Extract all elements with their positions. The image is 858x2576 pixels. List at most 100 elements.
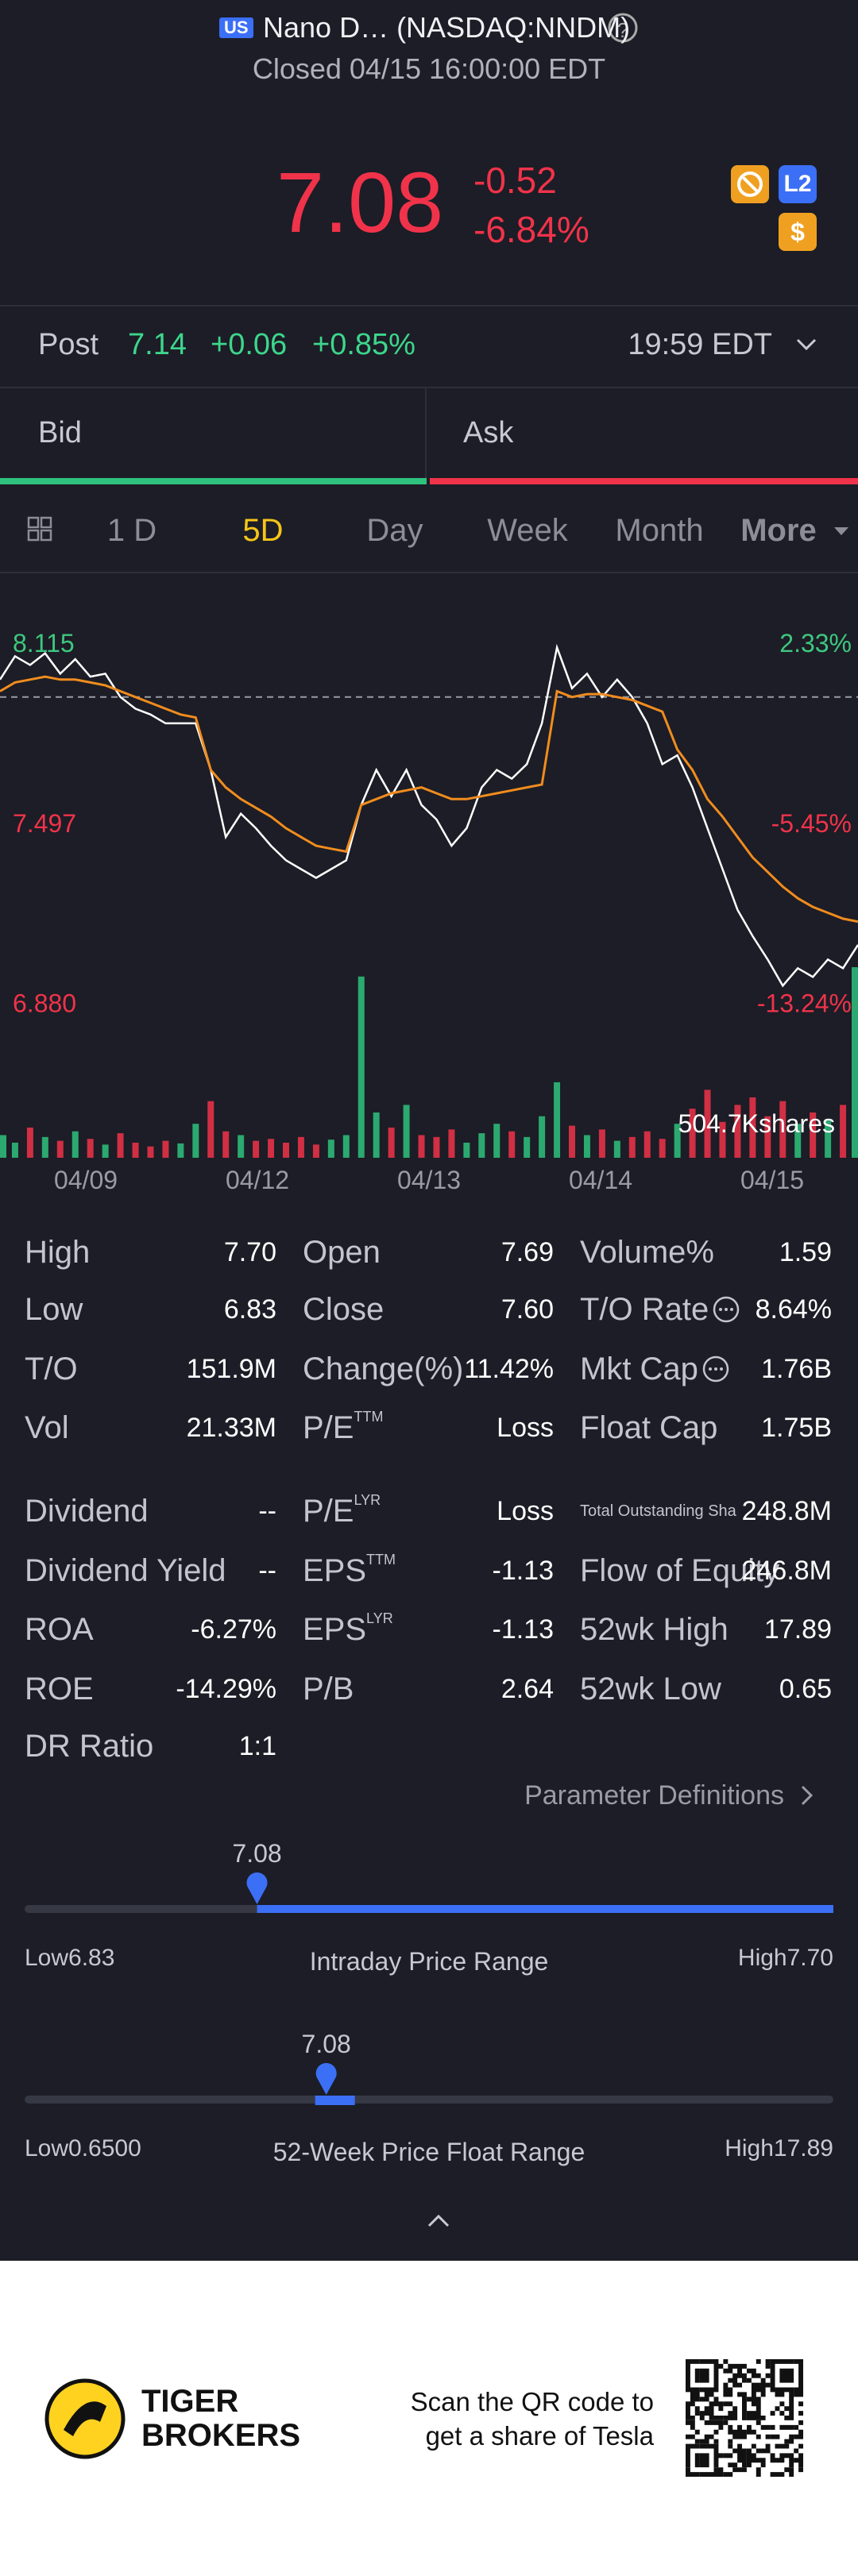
x-tick-label: 04/09 [54,1166,118,1194]
range-pin [315,2063,337,2095]
timeframe-tab[interactable]: Week [487,513,568,548]
volume-bar [554,1082,561,1158]
stat-sup: TTM [354,1409,384,1425]
stat-value: -14.29% [176,1673,276,1704]
volume-bar [327,1140,334,1158]
volume-bar [779,1101,786,1158]
footer [0,2261,858,2576]
timeframe-tab[interactable]: More [740,513,817,548]
volume-bar [628,1136,636,1158]
stat-sup: LYR [354,1492,381,1508]
volume-bar [342,1135,350,1158]
info-icon[interactable] [712,1295,740,1324]
stat-label: EPS LYR [303,1610,393,1649]
volume-bar [41,1136,48,1158]
post-time: 19:59 EDT [628,328,772,362]
y-pct-label: -5.45% [771,809,852,838]
stat-name: P/E [303,1493,354,1529]
stat-label: Vol [25,1409,69,1447]
stat-value: 7.69 [500,1236,554,1267]
volume-label: 504.7Kshares [678,1109,835,1138]
stat-name: DR Ratio [25,1728,154,1764]
volume-bar [222,1131,230,1158]
x-tick-label: 04/15 [740,1166,804,1194]
stat-value: 1.75B [761,1412,832,1443]
stat-name: T/O [25,1351,78,1386]
stat-label: ROA [25,1610,94,1649]
y-tick-label: 7.497 [13,809,76,838]
stat-value: -6.27% [191,1614,276,1645]
average-line [0,675,858,924]
stat-name: Low [25,1291,83,1327]
volume-bar [493,1124,500,1158]
volume-bar [358,976,365,1158]
range-current: 7.08 [232,1838,282,1868]
stat-label: Dividend Yield [25,1552,226,1590]
volume-bar [508,1131,516,1158]
y-tick-label: 6.880 [13,989,76,1017]
volume-bar [734,1105,741,1158]
stat-value: 246.8M [741,1555,832,1586]
price-line [0,643,858,988]
stat-name: 52wk Low [580,1671,721,1706]
volume-bar [373,1112,380,1158]
stat-value: 151.9M [186,1353,276,1384]
range-track [25,1905,833,1913]
stat-value: 1.59 [779,1236,832,1267]
stat-label: Mkt Cap [580,1350,730,1388]
market-status: Closed 04/15 16:00:00 EDT [252,52,606,86]
volume-bar [644,1131,651,1158]
divider [0,305,858,307]
parameter-definitions-link[interactable]: Parameter Definitions [524,1780,784,1811]
volume-bar [388,1127,395,1158]
range-title: Intraday Price Range [309,1946,549,1976]
volume-bar [840,1105,847,1158]
chevron-right [801,1785,814,1806]
stat-value: 2.64 [500,1673,554,1704]
stat-label: High [25,1233,90,1271]
timeframe-tab[interactable]: Month [615,513,704,548]
stat-label: Dividend [25,1492,149,1530]
info-icon[interactable] [701,1355,730,1383]
volume-bar [207,1101,214,1158]
volume-bar [238,1135,245,1158]
volume-bar [0,1135,6,1158]
volume-bar [26,1127,33,1158]
stat-value: 6.83 [223,1294,276,1325]
timeframe-tab[interactable]: 5D [242,513,284,548]
stat-value: -- [258,1495,276,1526]
level2-icon: L2 [783,171,812,197]
promo-text: get a share of Tesla [425,2421,654,2451]
stat-name: Open [303,1234,381,1270]
bid-bar [0,478,427,484]
stat-value: -- [258,1555,276,1586]
stat-label: 52wk High [580,1610,729,1649]
post-change: +0.06 [211,328,288,362]
timeframe-tab[interactable]: 1 D [106,513,157,548]
timeframe-tab[interactable]: Day [366,513,423,548]
volume-bar [583,1135,590,1158]
x-tick-label: 04/12 [226,1166,289,1194]
y-pct-label: 2.33% [779,629,852,657]
price-change-pct: -6.84% [473,209,589,251]
stat-name: Vol [25,1409,69,1445]
stat-value: 8.64% [755,1294,832,1325]
stat-name: ROA [25,1611,94,1647]
stat-name: Dividend Yield [25,1552,226,1588]
volume-bar [162,1140,169,1158]
dollar-icon: $ [790,217,805,246]
stat-name: Dividend [25,1493,149,1529]
stat-value: 11.42% [464,1353,554,1384]
stat-value: Loss [497,1495,554,1526]
stat-value: Loss [497,1412,554,1443]
stat-label: Float Cap [580,1409,717,1447]
volume-bar [539,1116,546,1158]
volume-bar [794,1124,802,1158]
market-badge: US [219,17,253,39]
range-pin [246,1872,268,1904]
stat-value: 7.70 [223,1236,276,1267]
volume-bar [297,1136,304,1158]
volume-bar [268,1139,275,1158]
volume-bar [312,1144,319,1158]
divider [0,572,858,573]
